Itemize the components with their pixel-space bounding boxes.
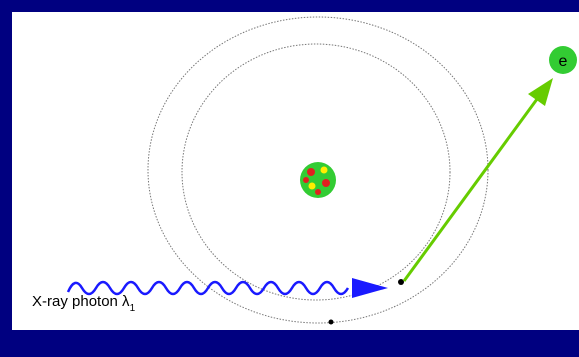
diagram: e X-ray photon λ1 [0,0,579,357]
electron-label: e [559,53,568,70]
photon-label-subscript: 1 [130,303,136,314]
outer-electron-dot [329,320,334,325]
nucleus [300,162,336,198]
photon-label-text: X-ray photon λ [32,293,130,310]
